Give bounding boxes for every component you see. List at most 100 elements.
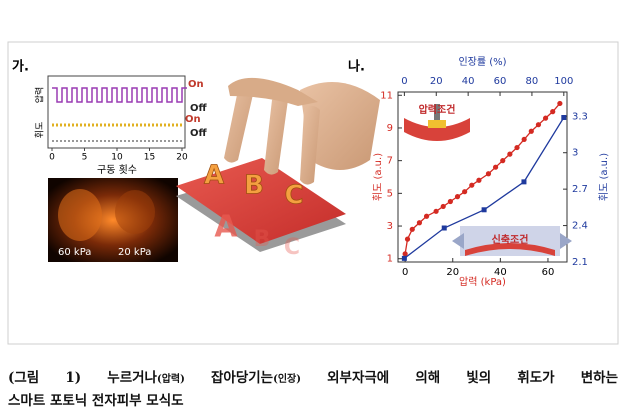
x2-tick-label: 0 — [401, 76, 407, 87]
data-point — [476, 177, 482, 183]
y2-tick-label: 2.4 — [572, 221, 588, 232]
inset-label: 압력조건 — [419, 103, 456, 116]
y2-tick-label: 2.7 — [572, 184, 588, 195]
x-axis-label: 구동 횟수 — [97, 164, 137, 176]
ghost-letter: A — [214, 210, 238, 245]
data-point — [521, 179, 527, 185]
data-point — [401, 255, 407, 261]
data-point — [402, 251, 408, 257]
pad-letter: A — [204, 161, 224, 191]
x-tick-label: 15 — [144, 153, 155, 163]
x-tick-label: 40 — [494, 267, 507, 278]
inset-stretch — [452, 226, 572, 256]
pad — [176, 158, 346, 244]
data-point — [409, 226, 415, 232]
data-point — [521, 136, 527, 143]
data-point — [492, 164, 499, 170]
data-point — [441, 225, 447, 231]
x-tick-label: 20 — [446, 267, 459, 278]
ghost-letter: B — [254, 227, 271, 252]
data-point — [416, 220, 423, 226]
data-point — [423, 213, 430, 219]
y2-tick-label: 3.3 — [572, 111, 588, 122]
pad-letter: C — [284, 181, 303, 211]
caption-line: (그림 1) 누르거나(압력) 잡아당기는(인장) 외부자극에 의해 빛의 휘도… — [8, 366, 618, 386]
pressure-wave — [52, 87, 187, 103]
data-point — [535, 122, 542, 128]
data-point — [557, 100, 563, 107]
x2-tick-label: 40 — [462, 76, 475, 87]
state-label: On — [185, 114, 201, 125]
data-point — [481, 207, 487, 213]
panel-label: 나. — [348, 59, 365, 75]
state-label: On — [188, 79, 204, 90]
data-point — [542, 115, 549, 121]
inset-shape — [434, 104, 440, 120]
x2-tick-label: 100 — [554, 76, 573, 87]
mini-chart-frame — [47, 75, 186, 149]
inset-shape — [465, 243, 555, 256]
caption-part: (압력) — [156, 374, 185, 385]
y-tick-label: 5 — [387, 188, 393, 199]
data-point — [500, 158, 506, 164]
image-label: 20 kPa — [118, 247, 151, 258]
y2-tick-label: 2.1 — [572, 257, 588, 268]
data-point — [469, 182, 475, 188]
inset-arrow — [452, 233, 464, 249]
glow-blob — [115, 190, 155, 234]
caption-part: (인장) — [273, 374, 301, 385]
finger — [228, 77, 318, 106]
x-tick-label: 0 — [49, 153, 55, 163]
x-tick-label: 10 — [111, 153, 123, 163]
x-tick-label: 5 — [82, 153, 88, 163]
x2-tick-label: 20 — [430, 76, 443, 87]
panel-label: 가. — [12, 60, 29, 75]
y2-tick-label: 3 — [572, 148, 578, 159]
state-label: Off — [190, 128, 208, 139]
x-tick-label: 20 — [176, 153, 188, 163]
inset-press — [404, 104, 470, 141]
image-label: 60 kPa — [58, 247, 91, 258]
y-axis-label: 휘도 — [35, 122, 46, 139]
y2-axis-label: 휘도 (a.u.) — [598, 153, 610, 201]
data-point — [404, 236, 411, 242]
y-tick-label: 3 — [387, 221, 393, 232]
inset-shape — [428, 120, 446, 128]
figure-frame — [7, 41, 619, 345]
y-tick-label: 1 — [387, 254, 393, 265]
caption-line: 스마트 포토닉 전자피부 모식도 — [8, 393, 184, 409]
data-point — [550, 109, 556, 115]
ghost-letter: C — [284, 235, 300, 260]
data-point — [561, 115, 567, 120]
data-point — [528, 128, 534, 134]
data-point — [485, 171, 492, 177]
data-point — [433, 208, 439, 214]
x-tick-label: 0 — [402, 267, 408, 278]
y-axis-label: 휘도 (a.u.) — [372, 153, 384, 201]
x-tick-label: 60 — [542, 267, 555, 278]
y-tick-label: 9 — [387, 123, 393, 134]
finger — [300, 106, 320, 185]
y-tick-label: 7 — [387, 156, 393, 167]
state-label: Off — [190, 103, 208, 114]
glow-blob — [58, 189, 102, 241]
pad-letter: B — [244, 171, 264, 201]
data-point — [454, 194, 461, 200]
data-point — [440, 203, 446, 210]
y-tick-label: 11 — [380, 90, 393, 101]
finger — [264, 96, 288, 175]
x2-axis-label: 인장률 (%) — [458, 56, 506, 68]
data-point — [462, 189, 468, 195]
caption-part: (그림 1) 누르거나 — [8, 370, 157, 386]
x2-tick-label: 80 — [526, 76, 539, 87]
x2-tick-label: 60 — [494, 76, 507, 87]
hand — [300, 82, 380, 170]
data-point — [507, 151, 513, 157]
data-point — [514, 144, 520, 151]
caption-part: 잡아당기는 — [184, 370, 274, 386]
inset-arrow — [560, 233, 572, 249]
inset-shape — [404, 118, 470, 141]
data-point — [447, 198, 453, 205]
